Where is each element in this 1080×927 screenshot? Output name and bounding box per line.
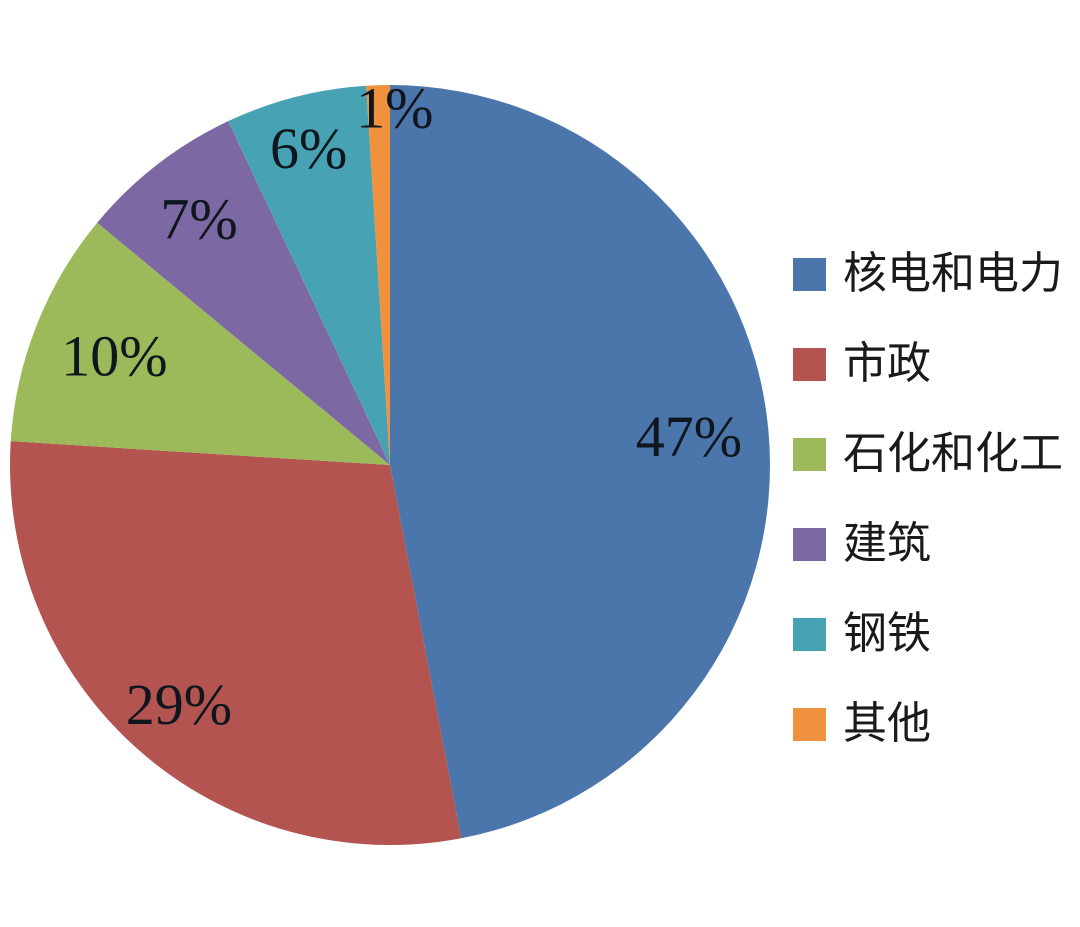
legend-item-3: 建筑 (793, 499, 1063, 589)
slice-data-label-0: 47% (636, 404, 742, 469)
legend-label: 其他 (843, 699, 931, 748)
legend-swatch (793, 347, 826, 381)
pie-slice-0 (390, 85, 771, 839)
legend-label: 核电和电力 (843, 249, 1063, 298)
legend-swatch (793, 527, 826, 561)
slice-data-label-1: 29% (126, 672, 232, 737)
legend-swatch (793, 707, 826, 741)
legend-item-2: 石化和化工 (793, 409, 1063, 499)
legend-swatch (793, 437, 826, 471)
legend-item-4: 钢铁 (793, 589, 1063, 679)
legend-label: 建筑 (843, 519, 931, 568)
slice-data-label-3: 7% (160, 186, 237, 251)
legend-label: 钢铁 (843, 609, 931, 658)
legend-item-0: 核电和电力 (793, 229, 1063, 319)
pie-slice-2 (10, 222, 390, 465)
slice-data-label-2: 10% (61, 323, 167, 388)
legend-label: 石化和化工 (843, 429, 1063, 478)
pie-slice-1 (10, 441, 462, 845)
pie-slice-5 (366, 85, 390, 465)
legend-label: 市政 (843, 339, 931, 388)
legend-swatch (793, 617, 826, 651)
legend-item-1: 市政 (793, 319, 1063, 409)
slice-data-label-5: 1% (356, 76, 433, 141)
legend-item-5: 其他 (793, 679, 1063, 769)
legend-swatch (793, 257, 826, 291)
pie-slice-4 (228, 85, 390, 465)
legend: 核电和电力 市政 石化和化工 建筑 钢铁 其他 (793, 229, 1063, 769)
pie-slice-3 (97, 121, 390, 466)
slice-data-label-4: 6% (270, 116, 347, 181)
